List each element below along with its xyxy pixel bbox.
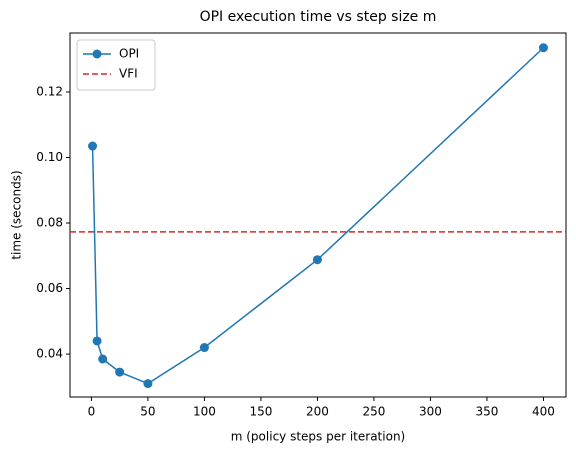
marker	[199, 343, 209, 353]
legend-label: OPI	[119, 47, 139, 61]
marker	[98, 354, 108, 364]
y-tick-label: 0.12	[36, 84, 63, 98]
x-tick-label: 350	[475, 405, 498, 419]
x-tick-label: 250	[362, 405, 385, 419]
x-tick-label: 300	[419, 405, 442, 419]
chart-title: OPI execution time vs step size m	[200, 9, 437, 25]
line	[91, 47, 544, 385]
marker	[115, 367, 125, 377]
legend-box	[76, 39, 156, 91]
legend-label: VFI	[119, 67, 138, 81]
marker	[312, 255, 322, 265]
y-axis-label: time (seconds)	[10, 170, 24, 259]
plot-frame	[69, 32, 567, 398]
marker	[538, 43, 548, 53]
x-tick-label: 100	[193, 405, 216, 419]
y-tick-label: 0.08	[36, 216, 63, 230]
y-tick-label: 0.06	[36, 281, 63, 295]
legend-marker	[92, 49, 102, 59]
marker	[143, 379, 153, 389]
x-tick-label: 200	[306, 405, 329, 419]
x-axis-label: m (policy steps per iteration)	[231, 430, 405, 444]
y-tick-label: 0.04	[36, 347, 63, 361]
x-tick-label: 150	[249, 405, 272, 419]
x-tick-label: 400	[532, 405, 555, 419]
marker	[92, 336, 102, 346]
x-tick-label: 50	[140, 405, 155, 419]
marker	[88, 141, 98, 151]
y-tick-label: 0.10	[36, 150, 63, 164]
x-tick-label: 0	[88, 405, 96, 419]
